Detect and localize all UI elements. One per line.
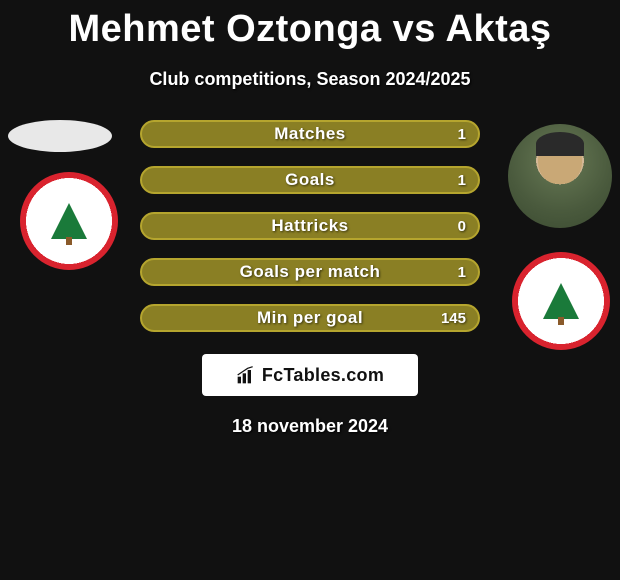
branding-text: FcTables.com — [262, 365, 384, 386]
stat-right-value: 1 — [458, 264, 466, 281]
stat-row: Min per goal 145 — [140, 304, 480, 332]
stat-label: Goals — [285, 170, 335, 190]
club-tree-icon — [39, 191, 99, 251]
stat-label: Goals per match — [240, 262, 381, 282]
stat-label: Min per goal — [257, 308, 363, 328]
comparison-title: Mehmet Oztonga vs Aktaş — [0, 0, 620, 51]
stat-right-value: 0 — [458, 218, 466, 235]
branding-box: FcTables.com — [202, 354, 418, 396]
date-label: 18 november 2024 — [0, 416, 620, 437]
stat-right-value: 1 — [458, 126, 466, 143]
player-avatar-right — [508, 124, 612, 228]
club-badge-right — [512, 252, 610, 350]
chart-bars-icon — [236, 365, 256, 385]
comparison-subtitle: Club competitions, Season 2024/2025 — [0, 69, 620, 90]
club-tree-icon — [531, 271, 591, 331]
player-avatar-left — [8, 120, 112, 152]
stat-row: Goals 1 — [140, 166, 480, 194]
stat-row: Hattricks 0 — [140, 212, 480, 240]
stat-row: Matches 1 — [140, 120, 480, 148]
stat-right-value: 1 — [458, 172, 466, 189]
stat-row: Goals per match 1 — [140, 258, 480, 286]
stat-right-value: 145 — [441, 310, 466, 327]
stat-label: Hattricks — [271, 216, 348, 236]
club-badge-left — [20, 172, 118, 270]
stat-label: Matches — [274, 124, 346, 144]
